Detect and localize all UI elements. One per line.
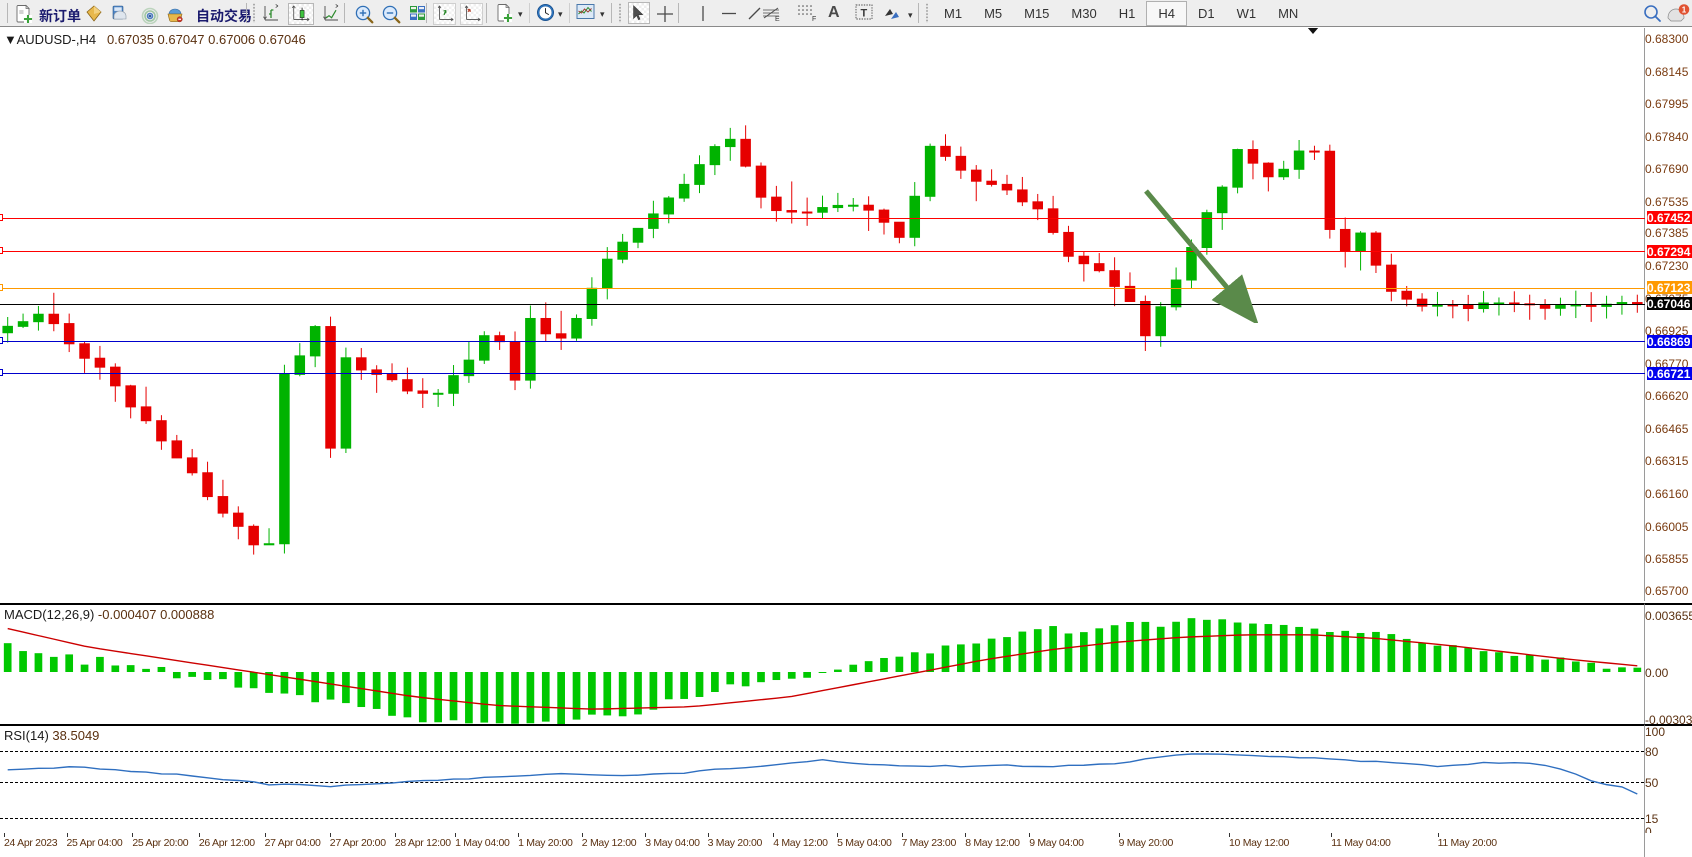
svg-text:T: T — [861, 8, 868, 20]
svg-text:F: F — [812, 16, 816, 23]
svg-text:E: E — [775, 16, 780, 23]
svg-text:1: 1 — [1682, 5, 1687, 14]
